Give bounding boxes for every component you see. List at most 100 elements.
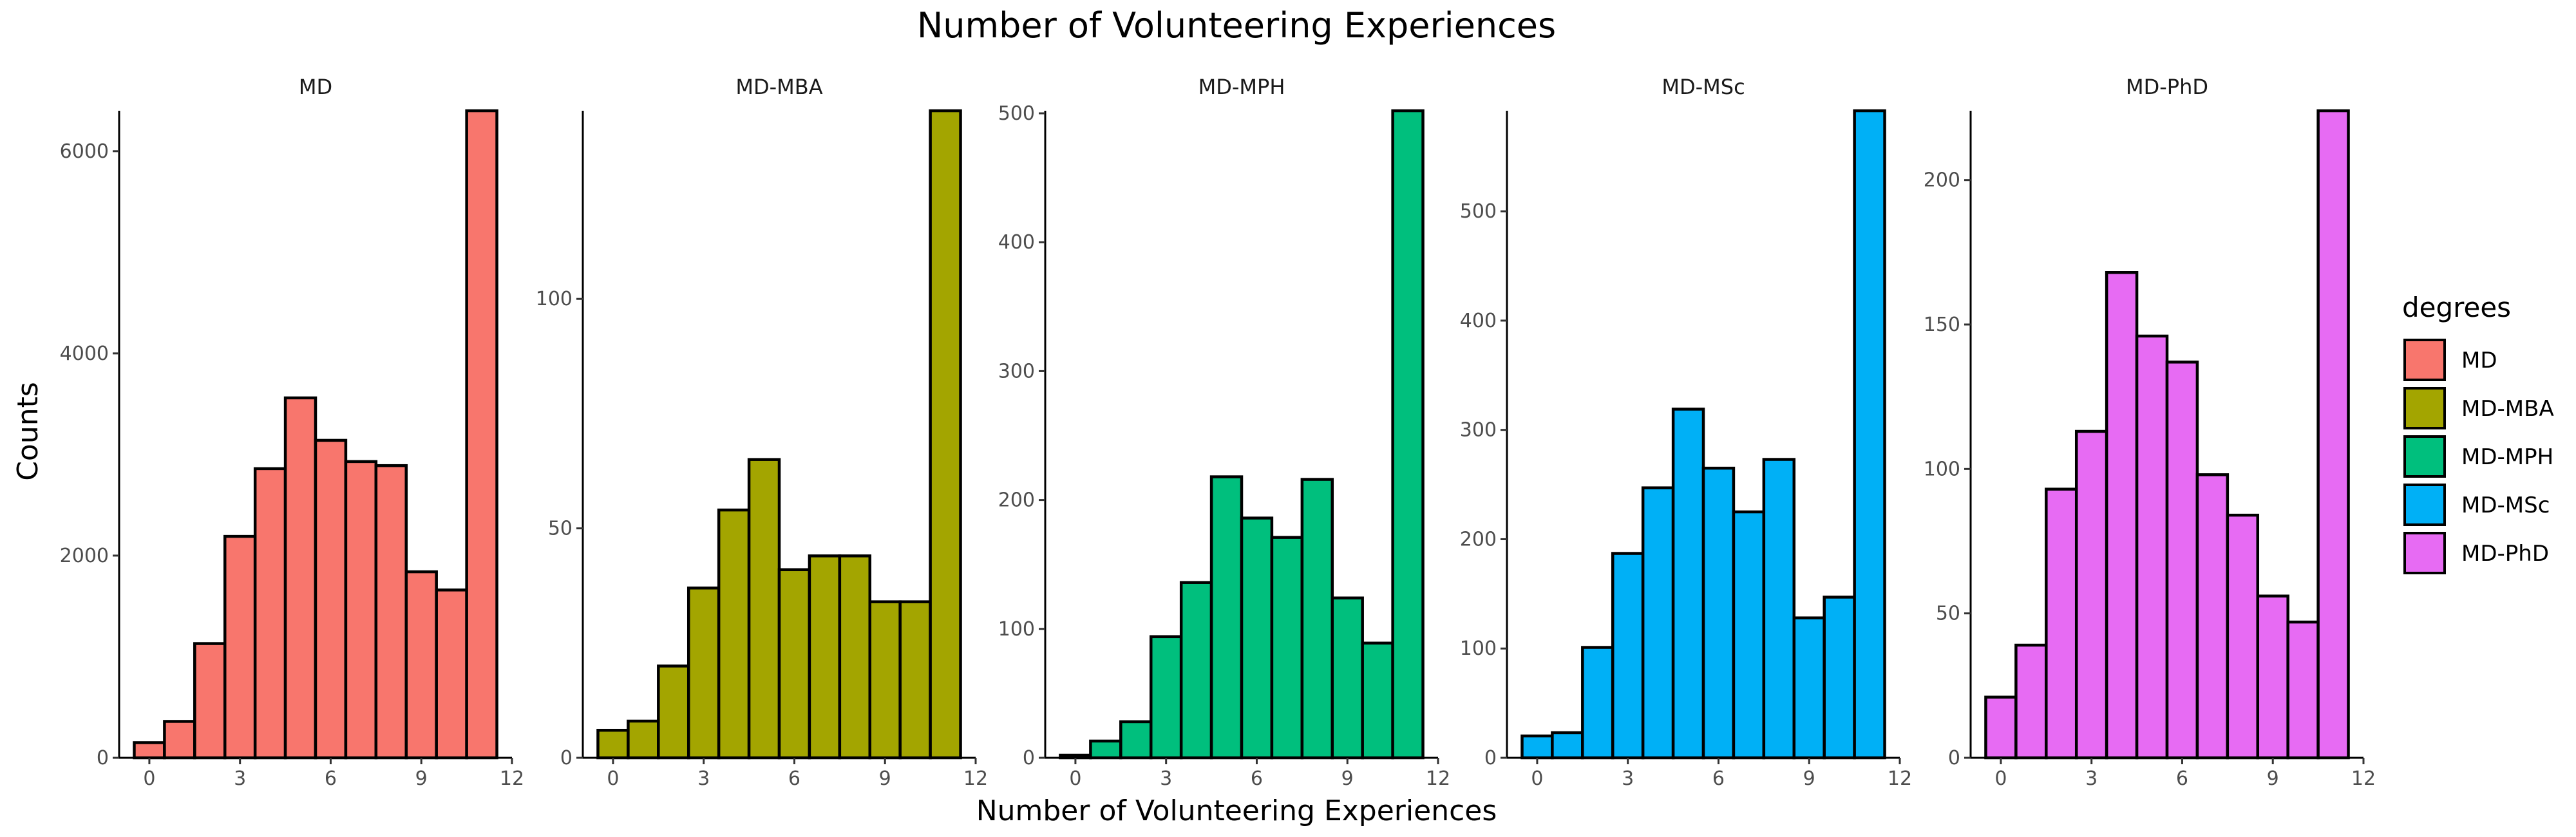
- bar-5: [285, 398, 316, 758]
- y-tick-label: 400: [1460, 310, 1497, 332]
- bar-3: [688, 588, 719, 758]
- bar-7: [1734, 512, 1764, 758]
- legend-key-md-mba: [2405, 388, 2445, 428]
- y-tick-label: 0: [1484, 747, 1497, 769]
- legend-label-md-msc: MD-MSc: [2461, 493, 2550, 518]
- facet-label: MD-PhD: [2126, 75, 2208, 99]
- bar-1: [1090, 741, 1121, 758]
- y-tick-label: 100: [998, 618, 1035, 641]
- y-tick-label: 0: [1948, 747, 1960, 769]
- x-axis-title: Number of Volunteering Experiences: [976, 795, 1497, 827]
- y-tick-label: 4000: [60, 343, 109, 365]
- x-tick-label: 12: [1426, 767, 1450, 790]
- x-tick-label: 0: [1994, 767, 2007, 790]
- bar-6: [2167, 362, 2197, 758]
- bar-1: [2016, 645, 2046, 758]
- bar-9: [870, 602, 900, 758]
- y-tick-label: 50: [1936, 603, 1960, 625]
- x-tick-label: 3: [2085, 767, 2098, 790]
- bar-6: [1703, 468, 1734, 758]
- bar-0: [1522, 736, 1552, 758]
- bar-9: [1794, 618, 1824, 758]
- bar-8: [1764, 460, 1794, 758]
- bar-0: [1985, 697, 2016, 758]
- x-tick-label: 3: [1160, 767, 1172, 790]
- x-tick-label: 9: [415, 767, 428, 790]
- y-tick-label: 100: [536, 288, 573, 310]
- bar-1: [164, 721, 194, 758]
- bar-1: [628, 721, 658, 758]
- x-tick-label: 12: [963, 767, 988, 790]
- bar-8: [840, 556, 870, 758]
- legend-label-md-phd: MD-PhD: [2461, 541, 2549, 567]
- bar-7: [810, 556, 840, 758]
- chart-title: Number of Volunteering Experiences: [917, 5, 1556, 46]
- legend-key-md-phd: [2405, 533, 2445, 573]
- x-tick-label: 12: [1888, 767, 1912, 790]
- x-tick-label: 12: [500, 767, 524, 790]
- y-axis-title: Counts: [12, 382, 44, 481]
- legend-key-md-msc: [2405, 485, 2445, 525]
- bar-2: [194, 644, 225, 758]
- bar-8: [1302, 480, 1332, 758]
- bar-5: [1211, 477, 1242, 758]
- legend-label-md: MD: [2461, 348, 2497, 373]
- bar-5: [1673, 409, 1703, 758]
- bar-6: [779, 570, 810, 758]
- bar-0: [598, 730, 628, 758]
- bar-6: [316, 440, 346, 758]
- bar-3: [225, 536, 255, 758]
- y-tick-label: 0: [97, 747, 109, 769]
- y-tick-label: 300: [1460, 419, 1497, 442]
- bar-2: [1582, 648, 1613, 758]
- bar-4: [1643, 488, 1673, 758]
- bar-4: [255, 469, 285, 758]
- facet-label: MD: [299, 75, 332, 99]
- facet-panel-md: MD 0 2000 4000 6000 0 3 6 9 12: [60, 75, 524, 790]
- y-tick-label: 150: [1924, 314, 1960, 336]
- facet-label: MD-MPH: [1198, 75, 1285, 99]
- bar-2: [2046, 489, 2076, 758]
- y-tick-label: 0: [1023, 747, 1035, 769]
- bar-7: [1272, 538, 1302, 758]
- facet-panel-md-mph: MD-MPH 0 100 200 300 400 500 0 3 6 9 12: [998, 75, 1450, 790]
- facet-label: MD-MSc: [1662, 75, 1745, 99]
- legend-label-md-mph: MD-MPH: [2461, 444, 2553, 470]
- bar-4: [2107, 272, 2137, 758]
- x-tick-label: 6: [788, 767, 800, 790]
- bar-11: [2318, 111, 2349, 758]
- x-tick-label: 9: [2267, 767, 2279, 790]
- bar-10: [437, 590, 467, 758]
- bar-3: [2076, 431, 2107, 758]
- bar-11: [931, 111, 961, 758]
- facet-panel-md-mba: MD-MBA 0 50 100 0 3 6 9 12: [536, 75, 988, 790]
- legend-key-md: [2405, 340, 2445, 380]
- x-tick-label: 3: [234, 767, 246, 790]
- bar-9: [406, 572, 437, 758]
- bar-7: [346, 462, 376, 758]
- x-tick-label: 0: [143, 767, 155, 790]
- y-tick-label: 200: [1460, 528, 1497, 550]
- legend-label-md-mba: MD-MBA: [2461, 396, 2554, 422]
- bar-9: [2258, 596, 2288, 758]
- x-tick-label: 9: [1803, 767, 1815, 790]
- x-tick-label: 6: [2176, 767, 2188, 790]
- bar-6: [1242, 518, 1272, 758]
- y-tick-label: 500: [998, 102, 1035, 125]
- y-tick-label: 500: [1460, 200, 1497, 223]
- x-tick-label: 6: [1712, 767, 1725, 790]
- y-tick-label: 200: [998, 489, 1035, 512]
- bar-11: [467, 111, 497, 758]
- x-tick-label: 9: [1341, 767, 1354, 790]
- bar-3: [1613, 554, 1643, 758]
- legend: degrees MD MD-MBA MD-MPH MD-MSc MD-PhD: [2402, 292, 2554, 573]
- x-tick-label: 12: [2351, 767, 2376, 790]
- x-tick-label: 0: [1531, 767, 1543, 790]
- bar-8: [376, 466, 406, 758]
- bar-10: [2288, 622, 2318, 758]
- bar-0: [134, 742, 164, 758]
- bar-11: [1393, 111, 1423, 758]
- bar-10: [1363, 643, 1393, 758]
